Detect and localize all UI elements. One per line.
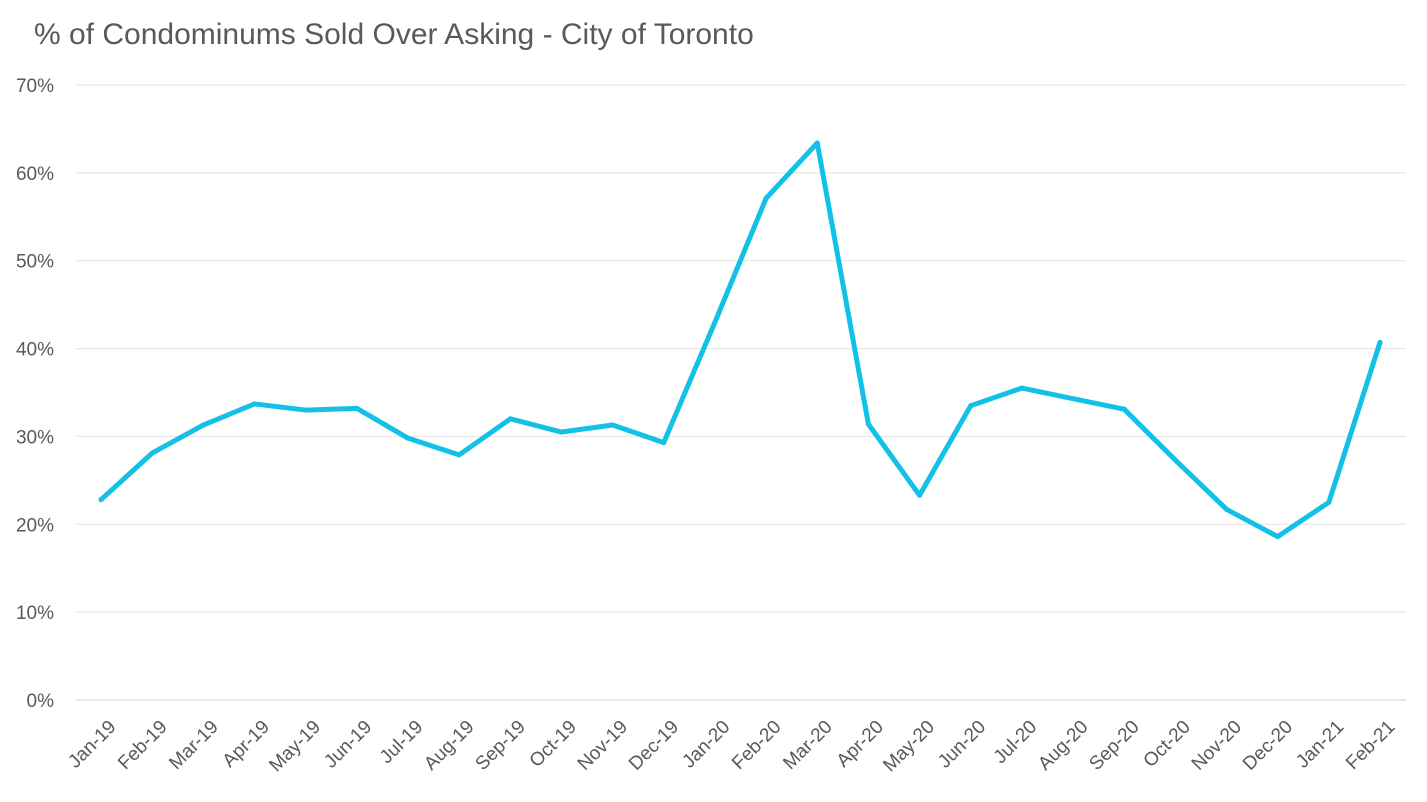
data-point xyxy=(865,421,871,427)
x-tick-label: Nov-19 xyxy=(574,717,632,775)
x-tick-label: Mar-20 xyxy=(779,717,836,774)
data-point xyxy=(712,319,718,325)
data-point xyxy=(1172,457,1178,463)
data-point xyxy=(251,401,257,407)
x-tick-label: Feb-21 xyxy=(1342,717,1399,774)
x-tick-label: Jan-21 xyxy=(1292,717,1348,773)
x-tick-label: Sep-19 xyxy=(472,717,530,775)
data-point xyxy=(558,429,564,435)
x-tick-label: May-19 xyxy=(265,717,325,777)
chart-title: % of Condominums Sold Over Asking - City… xyxy=(34,18,754,51)
x-tick-label: Feb-20 xyxy=(728,717,785,774)
x-tick-label: Sep-20 xyxy=(1085,717,1143,775)
y-tick-label: 30% xyxy=(16,427,54,448)
x-tick-label: Jun-19 xyxy=(320,717,376,773)
x-tick-label: Jan-19 xyxy=(64,717,120,773)
data-point xyxy=(968,403,974,409)
x-tick-label: Jan-20 xyxy=(678,717,734,773)
data-point xyxy=(405,435,411,441)
data-point xyxy=(814,140,820,146)
x-tick-label: Aug-19 xyxy=(420,717,478,775)
data-point xyxy=(661,440,667,446)
y-tick-label: 50% xyxy=(16,252,54,273)
data-point xyxy=(1326,499,1332,505)
y-tick-label: 60% xyxy=(16,164,54,185)
series-line xyxy=(98,140,1383,540)
data-point xyxy=(303,407,309,413)
x-tick-label: Dec-19 xyxy=(625,717,683,775)
data-point xyxy=(149,450,155,456)
data-point xyxy=(917,492,923,498)
data-point xyxy=(1377,339,1383,345)
data-point xyxy=(1275,534,1281,540)
data-point xyxy=(610,422,616,428)
y-tick-label: 10% xyxy=(16,603,54,624)
x-tick-label: Apr-19 xyxy=(219,717,274,772)
data-point xyxy=(354,405,360,411)
x-tick-label: Mar-19 xyxy=(165,717,222,774)
x-tick-label: Aug-20 xyxy=(1034,717,1092,775)
data-point xyxy=(98,497,104,503)
x-tick-label: Apr-20 xyxy=(833,717,888,772)
data-point xyxy=(456,452,462,458)
x-tick-label: Jun-20 xyxy=(934,717,990,773)
data-point xyxy=(1019,385,1025,391)
data-point xyxy=(763,195,769,201)
x-tick-label: Feb-19 xyxy=(114,717,171,774)
x-tick-label: Oct-19 xyxy=(526,717,581,772)
y-tick-label: 40% xyxy=(16,340,54,361)
data-point xyxy=(1070,396,1076,402)
x-tick-label: Dec-20 xyxy=(1239,717,1297,775)
y-tick-label: 70% xyxy=(16,76,54,97)
y-tick-label: 20% xyxy=(16,515,54,536)
x-tick-label: Nov-20 xyxy=(1188,717,1246,775)
y-tick-label: 0% xyxy=(27,691,55,712)
data-point xyxy=(200,422,206,428)
data-point xyxy=(1121,406,1127,412)
data-point xyxy=(507,416,513,422)
x-tick-label: May-20 xyxy=(879,717,939,777)
data-point xyxy=(1224,506,1230,512)
x-tick-label: Oct-20 xyxy=(1140,717,1195,772)
